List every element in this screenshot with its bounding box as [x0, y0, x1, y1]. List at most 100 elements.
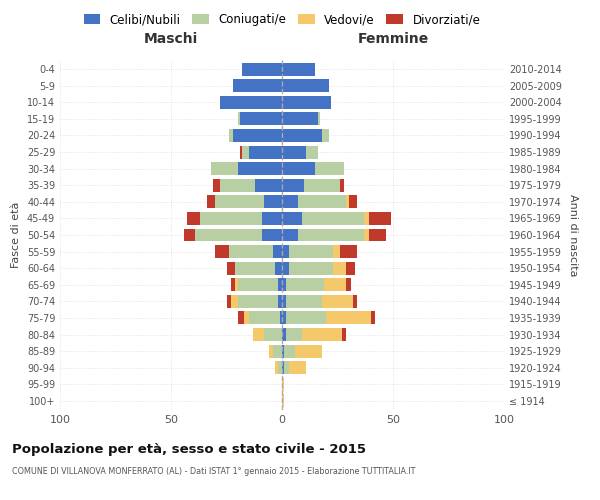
Bar: [298, 228, 364, 241]
Bar: [302, 212, 364, 225]
Bar: [282, 328, 286, 341]
Bar: [282, 228, 298, 241]
Bar: [340, 245, 358, 258]
Bar: [282, 361, 284, 374]
Bar: [282, 394, 284, 407]
Bar: [286, 328, 302, 341]
Bar: [282, 212, 302, 225]
Bar: [238, 162, 282, 175]
Bar: [286, 278, 324, 291]
Bar: [282, 245, 289, 258]
Bar: [295, 344, 322, 358]
Bar: [273, 245, 282, 258]
Bar: [264, 196, 282, 208]
Bar: [368, 228, 386, 241]
Bar: [229, 245, 273, 258]
Bar: [307, 146, 317, 158]
Bar: [233, 79, 282, 92]
Bar: [215, 245, 229, 258]
Bar: [238, 295, 278, 308]
Bar: [353, 295, 358, 308]
Bar: [282, 129, 322, 142]
Bar: [282, 96, 331, 109]
Bar: [235, 262, 275, 274]
Text: Popolazione per età, sesso e stato civile - 2015: Popolazione per età, sesso e stato civil…: [12, 442, 366, 456]
Bar: [364, 228, 368, 241]
Bar: [289, 245, 333, 258]
Bar: [282, 196, 298, 208]
Bar: [262, 228, 282, 241]
Bar: [227, 262, 235, 274]
Bar: [278, 295, 282, 308]
Bar: [235, 278, 238, 291]
Bar: [238, 312, 244, 324]
Text: COMUNE DI VILLANOVA MONFERRATO (AL) - Dati ISTAT 1° gennaio 2015 - Elaborazione : COMUNE DI VILLANOVA MONFERRATO (AL) - Da…: [12, 468, 415, 476]
Bar: [278, 278, 282, 291]
Bar: [284, 361, 289, 374]
Bar: [282, 62, 316, 76]
Y-axis label: Anni di nascita: Anni di nascita: [568, 194, 578, 276]
Bar: [346, 196, 349, 208]
Bar: [282, 112, 317, 126]
Bar: [346, 262, 355, 274]
Bar: [322, 295, 353, 308]
Bar: [349, 196, 358, 208]
Bar: [275, 361, 278, 374]
Bar: [282, 378, 284, 391]
Bar: [248, 312, 280, 324]
Bar: [282, 262, 289, 274]
Bar: [213, 179, 220, 192]
Text: Maschi: Maschi: [144, 32, 198, 46]
Bar: [200, 212, 262, 225]
Bar: [242, 146, 249, 158]
Bar: [231, 295, 238, 308]
Bar: [282, 344, 284, 358]
Bar: [238, 278, 278, 291]
Bar: [215, 196, 264, 208]
Bar: [206, 196, 215, 208]
Bar: [322, 129, 329, 142]
Bar: [282, 312, 286, 324]
Bar: [229, 129, 233, 142]
Bar: [289, 262, 333, 274]
Bar: [273, 344, 282, 358]
Bar: [282, 162, 316, 175]
Bar: [262, 212, 282, 225]
Bar: [256, 179, 282, 192]
Bar: [326, 312, 371, 324]
Bar: [233, 129, 282, 142]
Bar: [240, 112, 282, 126]
Y-axis label: Fasce di età: Fasce di età: [11, 202, 21, 268]
Bar: [249, 146, 282, 158]
Bar: [282, 79, 329, 92]
Bar: [231, 278, 235, 291]
Bar: [211, 162, 238, 175]
Bar: [286, 312, 326, 324]
Text: Femmine: Femmine: [358, 32, 428, 46]
Bar: [280, 312, 282, 324]
Bar: [364, 212, 368, 225]
Bar: [184, 228, 196, 241]
Bar: [284, 344, 295, 358]
Bar: [316, 162, 344, 175]
Bar: [238, 112, 240, 126]
Bar: [304, 179, 340, 192]
Bar: [317, 112, 320, 126]
Bar: [244, 312, 249, 324]
Bar: [371, 312, 375, 324]
Bar: [298, 196, 346, 208]
Bar: [269, 344, 273, 358]
Bar: [333, 262, 346, 274]
Bar: [220, 179, 256, 192]
Bar: [286, 295, 322, 308]
Legend: Celibi/Nubili, Coniugati/e, Vedovi/e, Divorziati/e: Celibi/Nubili, Coniugati/e, Vedovi/e, Di…: [79, 8, 485, 31]
Bar: [282, 278, 286, 291]
Bar: [282, 179, 304, 192]
Bar: [342, 328, 346, 341]
Bar: [242, 62, 282, 76]
Bar: [196, 228, 262, 241]
Bar: [282, 146, 307, 158]
Bar: [333, 245, 340, 258]
Bar: [340, 179, 344, 192]
Bar: [240, 146, 242, 158]
